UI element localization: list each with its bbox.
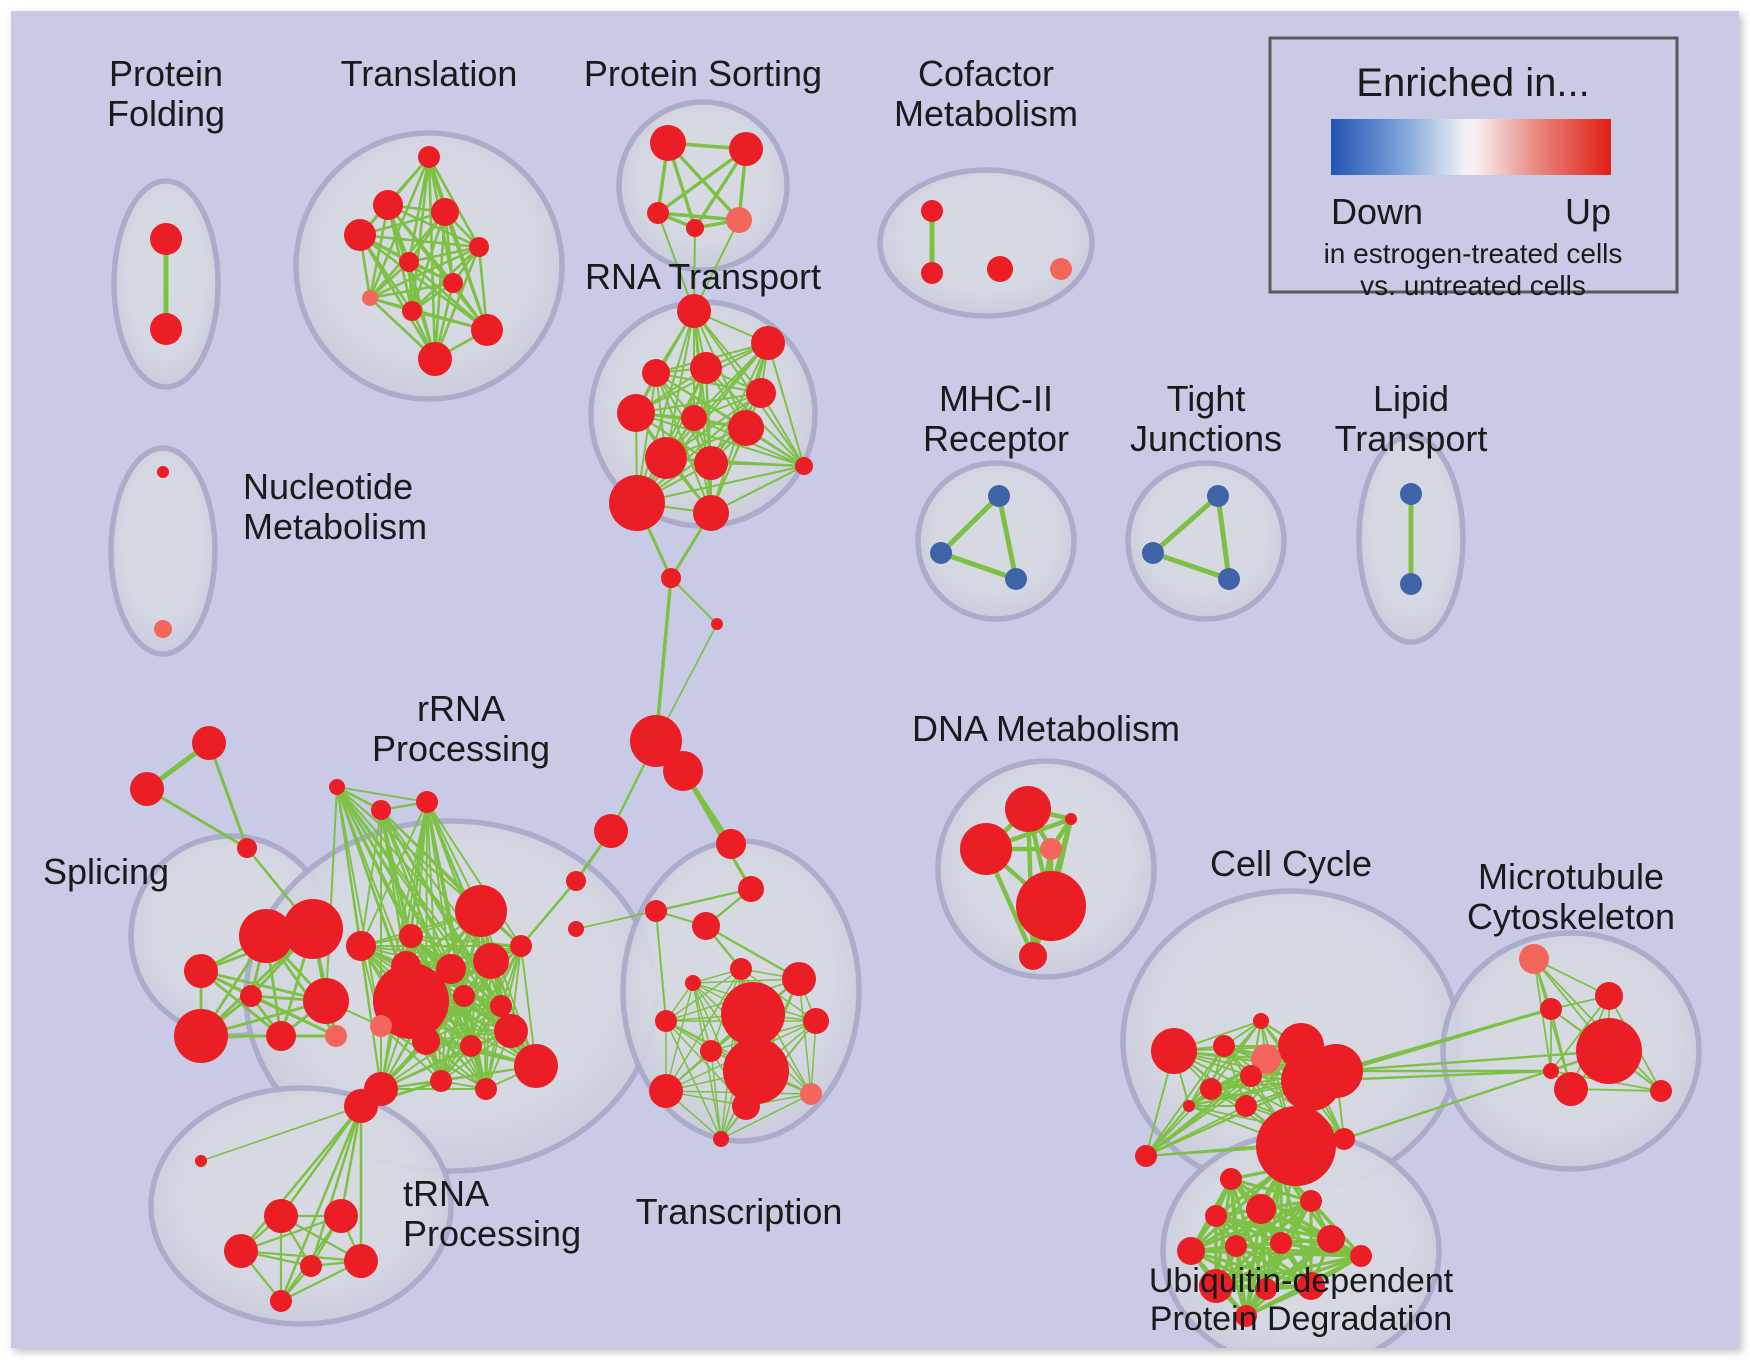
svg-text:DNA Metabolism: DNA Metabolism <box>912 708 1180 749</box>
svg-text:Down: Down <box>1331 191 1423 232</box>
svg-text:Translation: Translation <box>341 53 518 94</box>
svg-text:Cell Cycle: Cell Cycle <box>1210 843 1372 884</box>
svg-text:Transcription: Transcription <box>636 1191 843 1232</box>
svg-text:vs. untreated cells: vs. untreated cells <box>1360 270 1586 301</box>
svg-text:Up: Up <box>1565 191 1611 232</box>
svg-text:in estrogen-treated cells: in estrogen-treated cells <box>1324 238 1623 269</box>
svg-text:Protein Sorting: Protein Sorting <box>584 53 822 94</box>
svg-text:Enriched in...: Enriched in... <box>1356 61 1589 105</box>
svg-text:RNA Transport: RNA Transport <box>585 256 821 297</box>
svg-text:Splicing: Splicing <box>43 851 169 892</box>
